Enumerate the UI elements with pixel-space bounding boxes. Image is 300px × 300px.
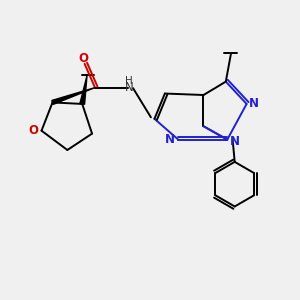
- Text: N: N: [165, 133, 175, 146]
- Text: N: N: [249, 98, 259, 110]
- Text: N: N: [230, 136, 240, 148]
- Text: N: N: [125, 81, 134, 94]
- Text: O: O: [28, 124, 38, 136]
- Text: H: H: [125, 76, 133, 86]
- Polygon shape: [52, 88, 95, 104]
- Polygon shape: [80, 76, 87, 104]
- Text: O: O: [78, 52, 88, 65]
